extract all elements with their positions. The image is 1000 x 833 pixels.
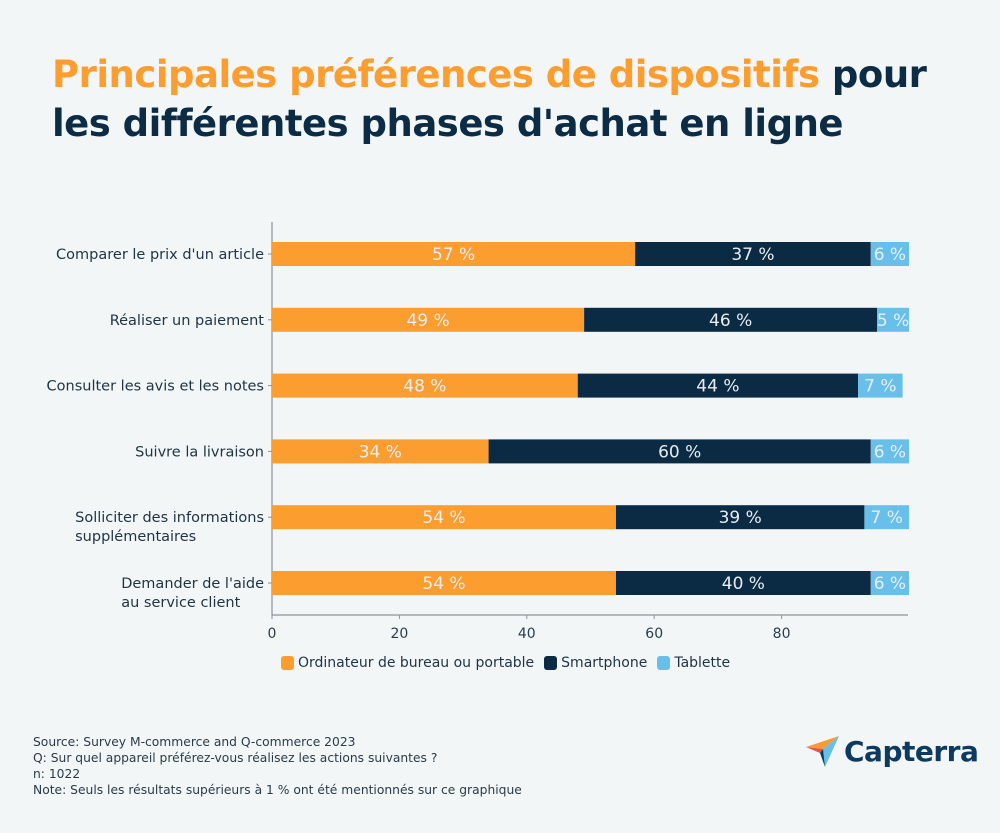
- bar-segment-desktop: [272, 307, 585, 332]
- value-label: 6 %: [874, 245, 906, 265]
- title-rest: pour: [819, 53, 927, 96]
- value-label: 7 %: [864, 377, 896, 397]
- x-tick-label: 80: [773, 626, 791, 642]
- bar-segment-smartphone: [584, 307, 878, 332]
- sample-size: n: 1022: [33, 767, 81, 781]
- logo-text: Capterra: [844, 734, 979, 768]
- footer-notes: Source: Survey M-commerce and Q-commerce…: [33, 734, 522, 798]
- category-label: au service client: [121, 595, 240, 611]
- results-note: Note: Seuls les résultats supérieurs à 1…: [33, 783, 522, 797]
- question-note: Q: Sur quel appareil préférez-vous réali…: [33, 751, 438, 765]
- capterra-logo: Capterra: [806, 733, 979, 769]
- category-label: Réaliser un paiement: [110, 313, 265, 329]
- bar-segment-tablet: [864, 505, 909, 530]
- legend-item-desktop: Ordinateur de bureau ou portable: [281, 655, 534, 671]
- value-label: 48 %: [403, 377, 446, 397]
- bar-segment-smartphone: [635, 242, 871, 266]
- value-label: 40 %: [722, 574, 765, 594]
- capterra-arrow-icon: [806, 736, 839, 767]
- legend-label-desktop: Ordinateur de bureau ou portable: [298, 655, 535, 671]
- bar-segment-desktop: [272, 242, 636, 266]
- value-label: 44 %: [696, 377, 739, 397]
- category-label: Suivre la livraison: [135, 444, 264, 460]
- legend-label-tablet: Tablette: [674, 655, 731, 671]
- category-label: Demander de l'aide: [121, 576, 264, 592]
- bar-segment-tablet: [870, 439, 909, 464]
- title-highlight: Principales préférences de dispositifs: [52, 53, 820, 96]
- value-label: 54 %: [422, 574, 465, 594]
- value-label: 37 %: [731, 245, 774, 265]
- title-line2: les différentes phases d'achat en ligne: [52, 102, 844, 145]
- legend-item-smartphone: Smartphone: [544, 655, 647, 671]
- value-label: 60 %: [658, 442, 701, 462]
- bar-segment-tablet: [870, 571, 909, 595]
- chart-title: Principales préférences de dispositifs p…: [52, 50, 982, 148]
- stacked-bar-chart: 0 20 40 60 80 Comparer le prix d'un article 57…: [47, 222, 909, 642]
- legend-label-smartphone: Smartphone: [561, 655, 648, 671]
- value-label: 39 %: [719, 508, 762, 528]
- value-label: 5 %: [877, 311, 909, 331]
- value-label: 54 %: [422, 508, 465, 528]
- value-label: 46 %: [709, 311, 752, 331]
- x-tick-label: 40: [518, 626, 536, 642]
- legend-swatch-smartphone: [544, 656, 558, 670]
- bar-segment-tablet: [877, 307, 909, 332]
- value-label: 57 %: [432, 245, 475, 265]
- category-label: supplémentaires: [75, 529, 196, 545]
- category-label: Solliciter des informations: [75, 510, 264, 526]
- bar-segment-smartphone: [577, 373, 859, 398]
- value-label: 6 %: [874, 574, 906, 594]
- category-label: Comparer le prix d'un article: [56, 247, 264, 263]
- legend-item-tablet: Tablette: [657, 655, 730, 671]
- bar-segment-tablet: [858, 373, 903, 398]
- x-tick-label: 0: [268, 626, 277, 642]
- bar-segment-desktop: [272, 571, 616, 595]
- bar-segment-desktop: [272, 439, 489, 464]
- bar-segment-desktop: [272, 505, 616, 530]
- value-label: 49 %: [406, 311, 449, 331]
- value-label: 6 %: [874, 442, 906, 462]
- bar-segment-tablet: [870, 242, 909, 266]
- bar-segment-smartphone: [488, 439, 871, 464]
- legend-swatch-tablet: [657, 656, 671, 670]
- source-note: Source: Survey M-commerce and Q-commerce…: [33, 735, 356, 749]
- value-label: 34 %: [359, 442, 402, 462]
- x-tick-label: 60: [645, 626, 663, 642]
- category-label: Consulter les avis et les notes: [47, 379, 264, 395]
- bar-segment-smartphone: [615, 571, 871, 595]
- value-label: 7 %: [871, 508, 903, 528]
- legend: Ordinateur de bureau ou portable Smartph…: [281, 655, 730, 671]
- bar-segment-smartphone: [615, 505, 865, 530]
- bar-segment-desktop: [272, 373, 578, 398]
- x-tick-label: 20: [390, 626, 408, 642]
- legend-swatch-desktop: [281, 656, 294, 670]
